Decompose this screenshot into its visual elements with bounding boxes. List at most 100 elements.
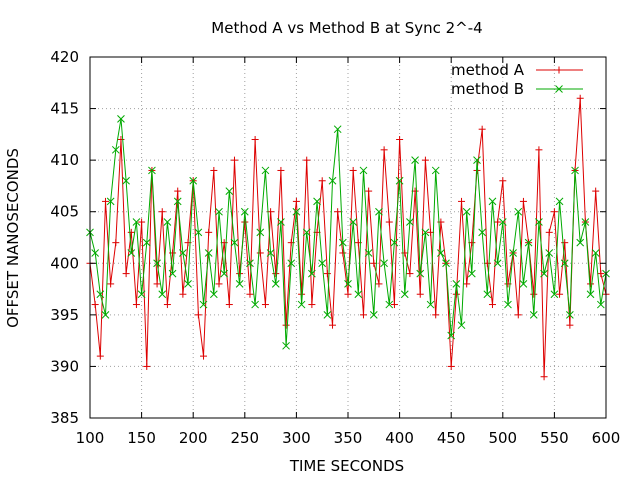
legend-swatch-marker xyxy=(555,66,563,74)
y-tick-label: 420 xyxy=(50,48,79,66)
data-point-method-b xyxy=(194,228,203,237)
data-point-method-a xyxy=(205,228,213,236)
data-point-method-b xyxy=(91,249,100,257)
data-point-method-b xyxy=(148,166,156,175)
data-point-method-a xyxy=(488,301,496,309)
data-point-method-b xyxy=(421,228,430,237)
data-point-method-b xyxy=(442,259,450,268)
data-point-method-a xyxy=(421,156,429,164)
data-point-method-b xyxy=(452,280,461,288)
data-point-method-b xyxy=(375,207,383,216)
data-point-method-a xyxy=(143,362,151,370)
series-line-method-b xyxy=(89,118,607,346)
data-point-method-a xyxy=(225,301,233,309)
data-point-method-b xyxy=(400,290,409,299)
data-point-method-b xyxy=(349,218,358,226)
data-point-method-a xyxy=(112,239,120,247)
data-point-method-b xyxy=(117,115,125,123)
data-point-method-b xyxy=(287,259,296,268)
data-point-method-b xyxy=(586,290,595,299)
legend-item-method-a: method A xyxy=(451,61,583,79)
data-point-method-a xyxy=(210,166,218,174)
legend-label: method B xyxy=(451,80,524,98)
data-point-method-a xyxy=(117,136,125,144)
data-point-method-b xyxy=(504,300,512,309)
data-point-method-a xyxy=(416,290,424,298)
x-tick-label: 500 xyxy=(488,429,517,447)
data-point-method-b xyxy=(292,207,301,216)
data-point-method-b xyxy=(101,311,110,319)
data-point-method-b xyxy=(127,249,136,257)
data-point-method-a xyxy=(380,146,388,154)
data-point-method-a xyxy=(597,270,605,278)
data-point-method-b xyxy=(132,218,141,226)
data-point-method-a xyxy=(494,218,502,226)
data-point-method-b xyxy=(308,269,316,278)
data-point-method-a xyxy=(96,352,104,360)
data-point-method-a xyxy=(101,197,109,205)
data-point-method-a xyxy=(158,208,166,216)
data-point-method-b xyxy=(261,166,270,175)
data-point-method-b xyxy=(354,290,363,299)
x-tick-label: 300 xyxy=(282,429,311,447)
data-point-method-a xyxy=(179,290,187,298)
data-point-method-a xyxy=(349,166,357,174)
data-point-method-b xyxy=(282,341,290,350)
y-tick-label: 385 xyxy=(50,409,79,427)
data-point-method-b xyxy=(184,280,192,288)
data-point-method-a xyxy=(236,270,244,278)
data-point-method-b xyxy=(323,311,332,319)
data-point-method-a xyxy=(556,290,564,298)
data-point-method-b xyxy=(246,259,254,268)
x-tick-label: 600 xyxy=(592,429,621,447)
data-point-method-a xyxy=(540,373,548,381)
x-tick-label: 450 xyxy=(437,429,466,447)
x-axis-title: TIME SECONDS xyxy=(289,457,404,475)
ticks: 100 150 200 250 300 350 400 450 500 550 600 385 390 3… xyxy=(50,48,620,447)
data-point-method-a xyxy=(592,187,600,195)
legend-label: method A xyxy=(451,61,525,79)
data-point-method-a xyxy=(91,301,99,309)
data-point-method-b xyxy=(478,228,487,237)
data-point-method-b xyxy=(318,259,327,268)
x-tick-label: 250 xyxy=(230,429,259,447)
data-point-method-b xyxy=(359,166,368,175)
data-point-method-b xyxy=(535,218,543,226)
data-point-method-a xyxy=(256,249,264,257)
data-point-method-a xyxy=(261,301,269,309)
data-point-method-a xyxy=(452,290,460,298)
series-method-b xyxy=(86,115,610,350)
data-point-method-b xyxy=(437,249,445,257)
chart-title: Method A vs Method B at Sync 2^-4 xyxy=(211,19,482,37)
data-point-method-b xyxy=(369,311,378,319)
data-point-method-b xyxy=(488,197,497,206)
data-point-method-b xyxy=(173,197,182,206)
data-point-method-b xyxy=(498,218,507,226)
data-point-method-b xyxy=(571,166,579,175)
data-point-method-b xyxy=(204,249,213,257)
data-point-method-b xyxy=(364,249,373,257)
data-point-method-a xyxy=(308,301,316,309)
data-point-method-a xyxy=(132,301,140,309)
data-point-method-a xyxy=(535,146,543,154)
x-tick-label: 350 xyxy=(334,429,363,447)
data-point-method-b xyxy=(514,207,523,216)
data-point-method-b xyxy=(426,300,435,309)
y-tick-label: 405 xyxy=(50,203,79,221)
legend-swatch-marker xyxy=(555,85,563,93)
data-point-method-a xyxy=(396,136,404,144)
data-point-method-a xyxy=(200,352,208,360)
data-point-method-a xyxy=(478,125,486,133)
data-point-method-b xyxy=(545,249,554,257)
data-point-method-b xyxy=(380,259,388,268)
data-point-method-b xyxy=(509,249,517,257)
data-point-method-b xyxy=(560,259,569,268)
data-point-method-b xyxy=(277,218,285,226)
data-point-method-a xyxy=(561,239,569,247)
data-point-method-b xyxy=(406,218,414,226)
data-point-method-a xyxy=(390,301,398,309)
data-point-method-a xyxy=(576,94,584,102)
data-point-method-b xyxy=(338,238,347,247)
data-point-method-a xyxy=(458,197,466,205)
